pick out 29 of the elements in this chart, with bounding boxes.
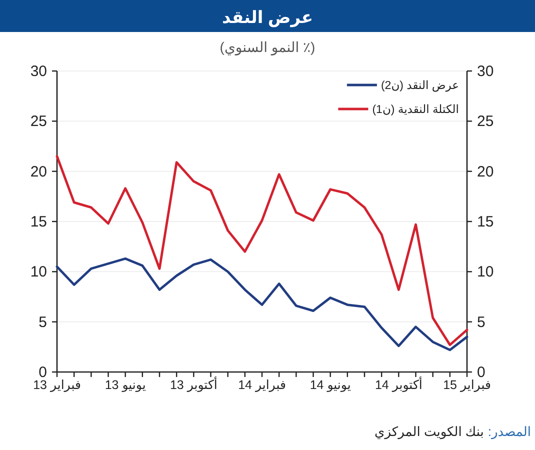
y2-tick-label: 30 [477, 63, 494, 80]
x-tick-label: يونيو 14 [310, 378, 352, 393]
y-tick-label: 30 [30, 63, 47, 80]
line-series [56, 257, 468, 352]
y2-tick-label: 0 [477, 364, 486, 381]
y2-tick-label: 10 [477, 264, 494, 281]
x-tick-label: أكتوبر 14 [374, 376, 422, 393]
x-tick-label: فبراير 15 [443, 378, 491, 393]
y-tick-label: 0 [38, 364, 47, 381]
y-tick-label: 10 [30, 264, 47, 281]
line-series [56, 155, 468, 346]
x-tick-label: فبراير 14 [238, 378, 286, 393]
text: بنك الكويت المركزي [374, 424, 484, 440]
y2-tick-label: 5 [477, 314, 486, 331]
x-tick-label: يونيو 13 [104, 378, 146, 393]
x-tick-label: فبراير 13 [33, 378, 81, 393]
y-tick-label: 20 [30, 163, 47, 180]
chart-subtitle: (٪ النمو السنوي) [220, 39, 316, 56]
x-tick-label: أكتوبر 13 [170, 376, 218, 393]
chart-title: عرض النقد [222, 8, 313, 28]
y2-tick-label: 25 [477, 113, 494, 130]
y-tick-label: 15 [30, 214, 47, 230]
y2-tick-label: 20 [477, 163, 494, 180]
y-tick-label: 25 [30, 113, 47, 130]
legend-label: عرض النقد (ن2) [380, 80, 459, 92]
legend-label: الكتلة النقدية (ن1) [372, 104, 459, 116]
text: المصدر: [488, 424, 531, 440]
y-tick-label: 5 [38, 314, 47, 331]
y2-tick-label: 15 [477, 214, 494, 230]
